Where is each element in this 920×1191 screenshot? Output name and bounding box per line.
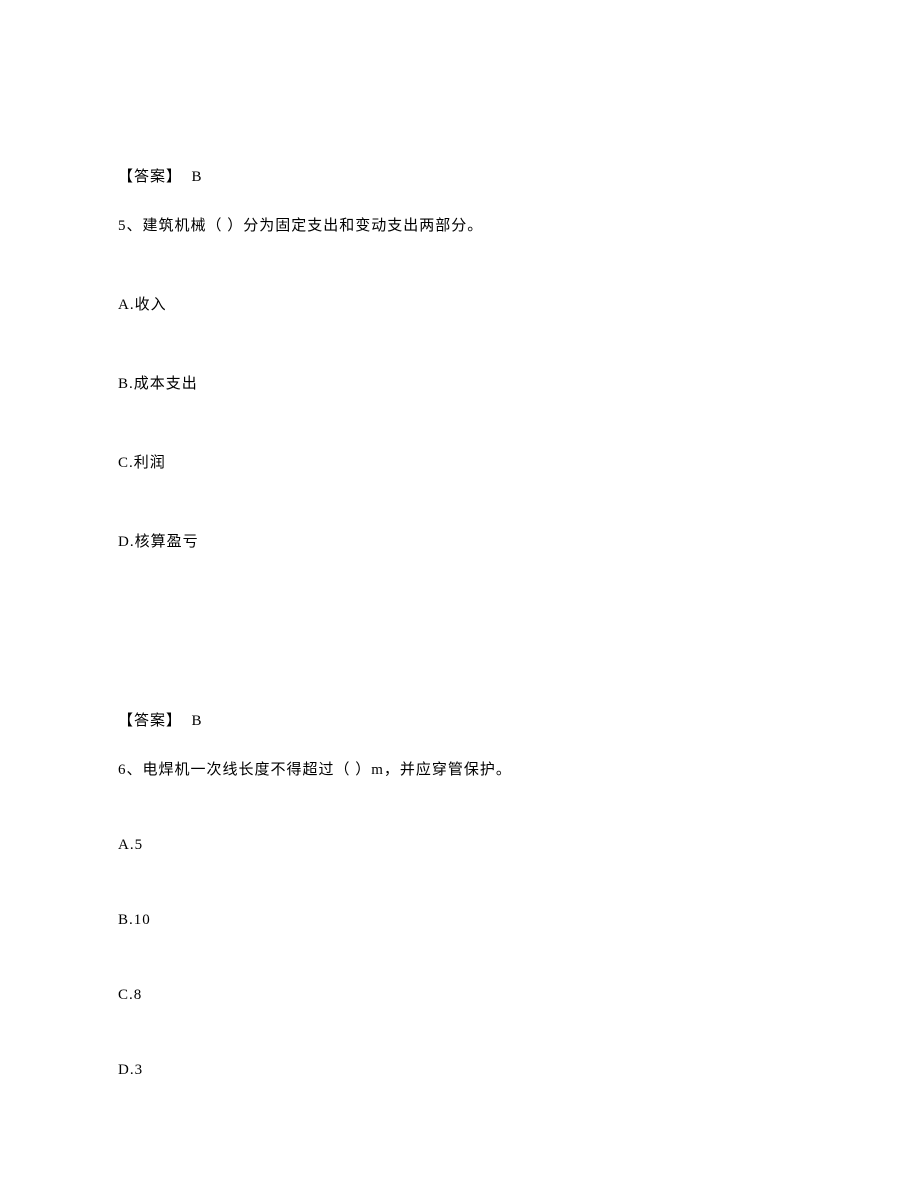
q5-question: 5、建筑机械（ ）分为固定支出和变动支出两部分。 (118, 214, 802, 235)
q5-answer: 【答案】 B (118, 709, 802, 730)
answer-value: B (192, 713, 203, 729)
q6-option-a: A.5 (118, 837, 802, 854)
q6-option-d: D.3 (118, 1062, 802, 1079)
q5-option-b: B.成本支出 (118, 372, 802, 393)
q5-option-d: D.核算盈亏 (118, 530, 802, 551)
q5-option-a: A.收入 (118, 293, 802, 314)
document-content: 【答案】 B 5、建筑机械（ ）分为固定支出和变动支出两部分。 A.收入 B.成… (0, 0, 920, 1079)
question-number: 6、 (118, 762, 143, 778)
question-text: 建筑机械（ ）分为固定支出和变动支出两部分。 (143, 218, 484, 234)
q6-option-c: C.8 (118, 987, 802, 1004)
answer-label: 【答案】 (118, 713, 182, 729)
q4-answer: 【答案】 B (118, 165, 802, 186)
question-number: 5、 (118, 218, 143, 234)
q6-question: 6、电焊机一次线长度不得超过（ ）m，并应穿管保护。 (118, 758, 802, 779)
answer-value: B (192, 169, 203, 185)
question-text: 电焊机一次线长度不得超过（ ）m，并应穿管保护。 (143, 762, 512, 778)
q5-option-c: C.利润 (118, 451, 802, 472)
q6-option-b: B.10 (118, 912, 802, 929)
answer-label: 【答案】 (118, 169, 182, 185)
spacer (118, 609, 802, 709)
